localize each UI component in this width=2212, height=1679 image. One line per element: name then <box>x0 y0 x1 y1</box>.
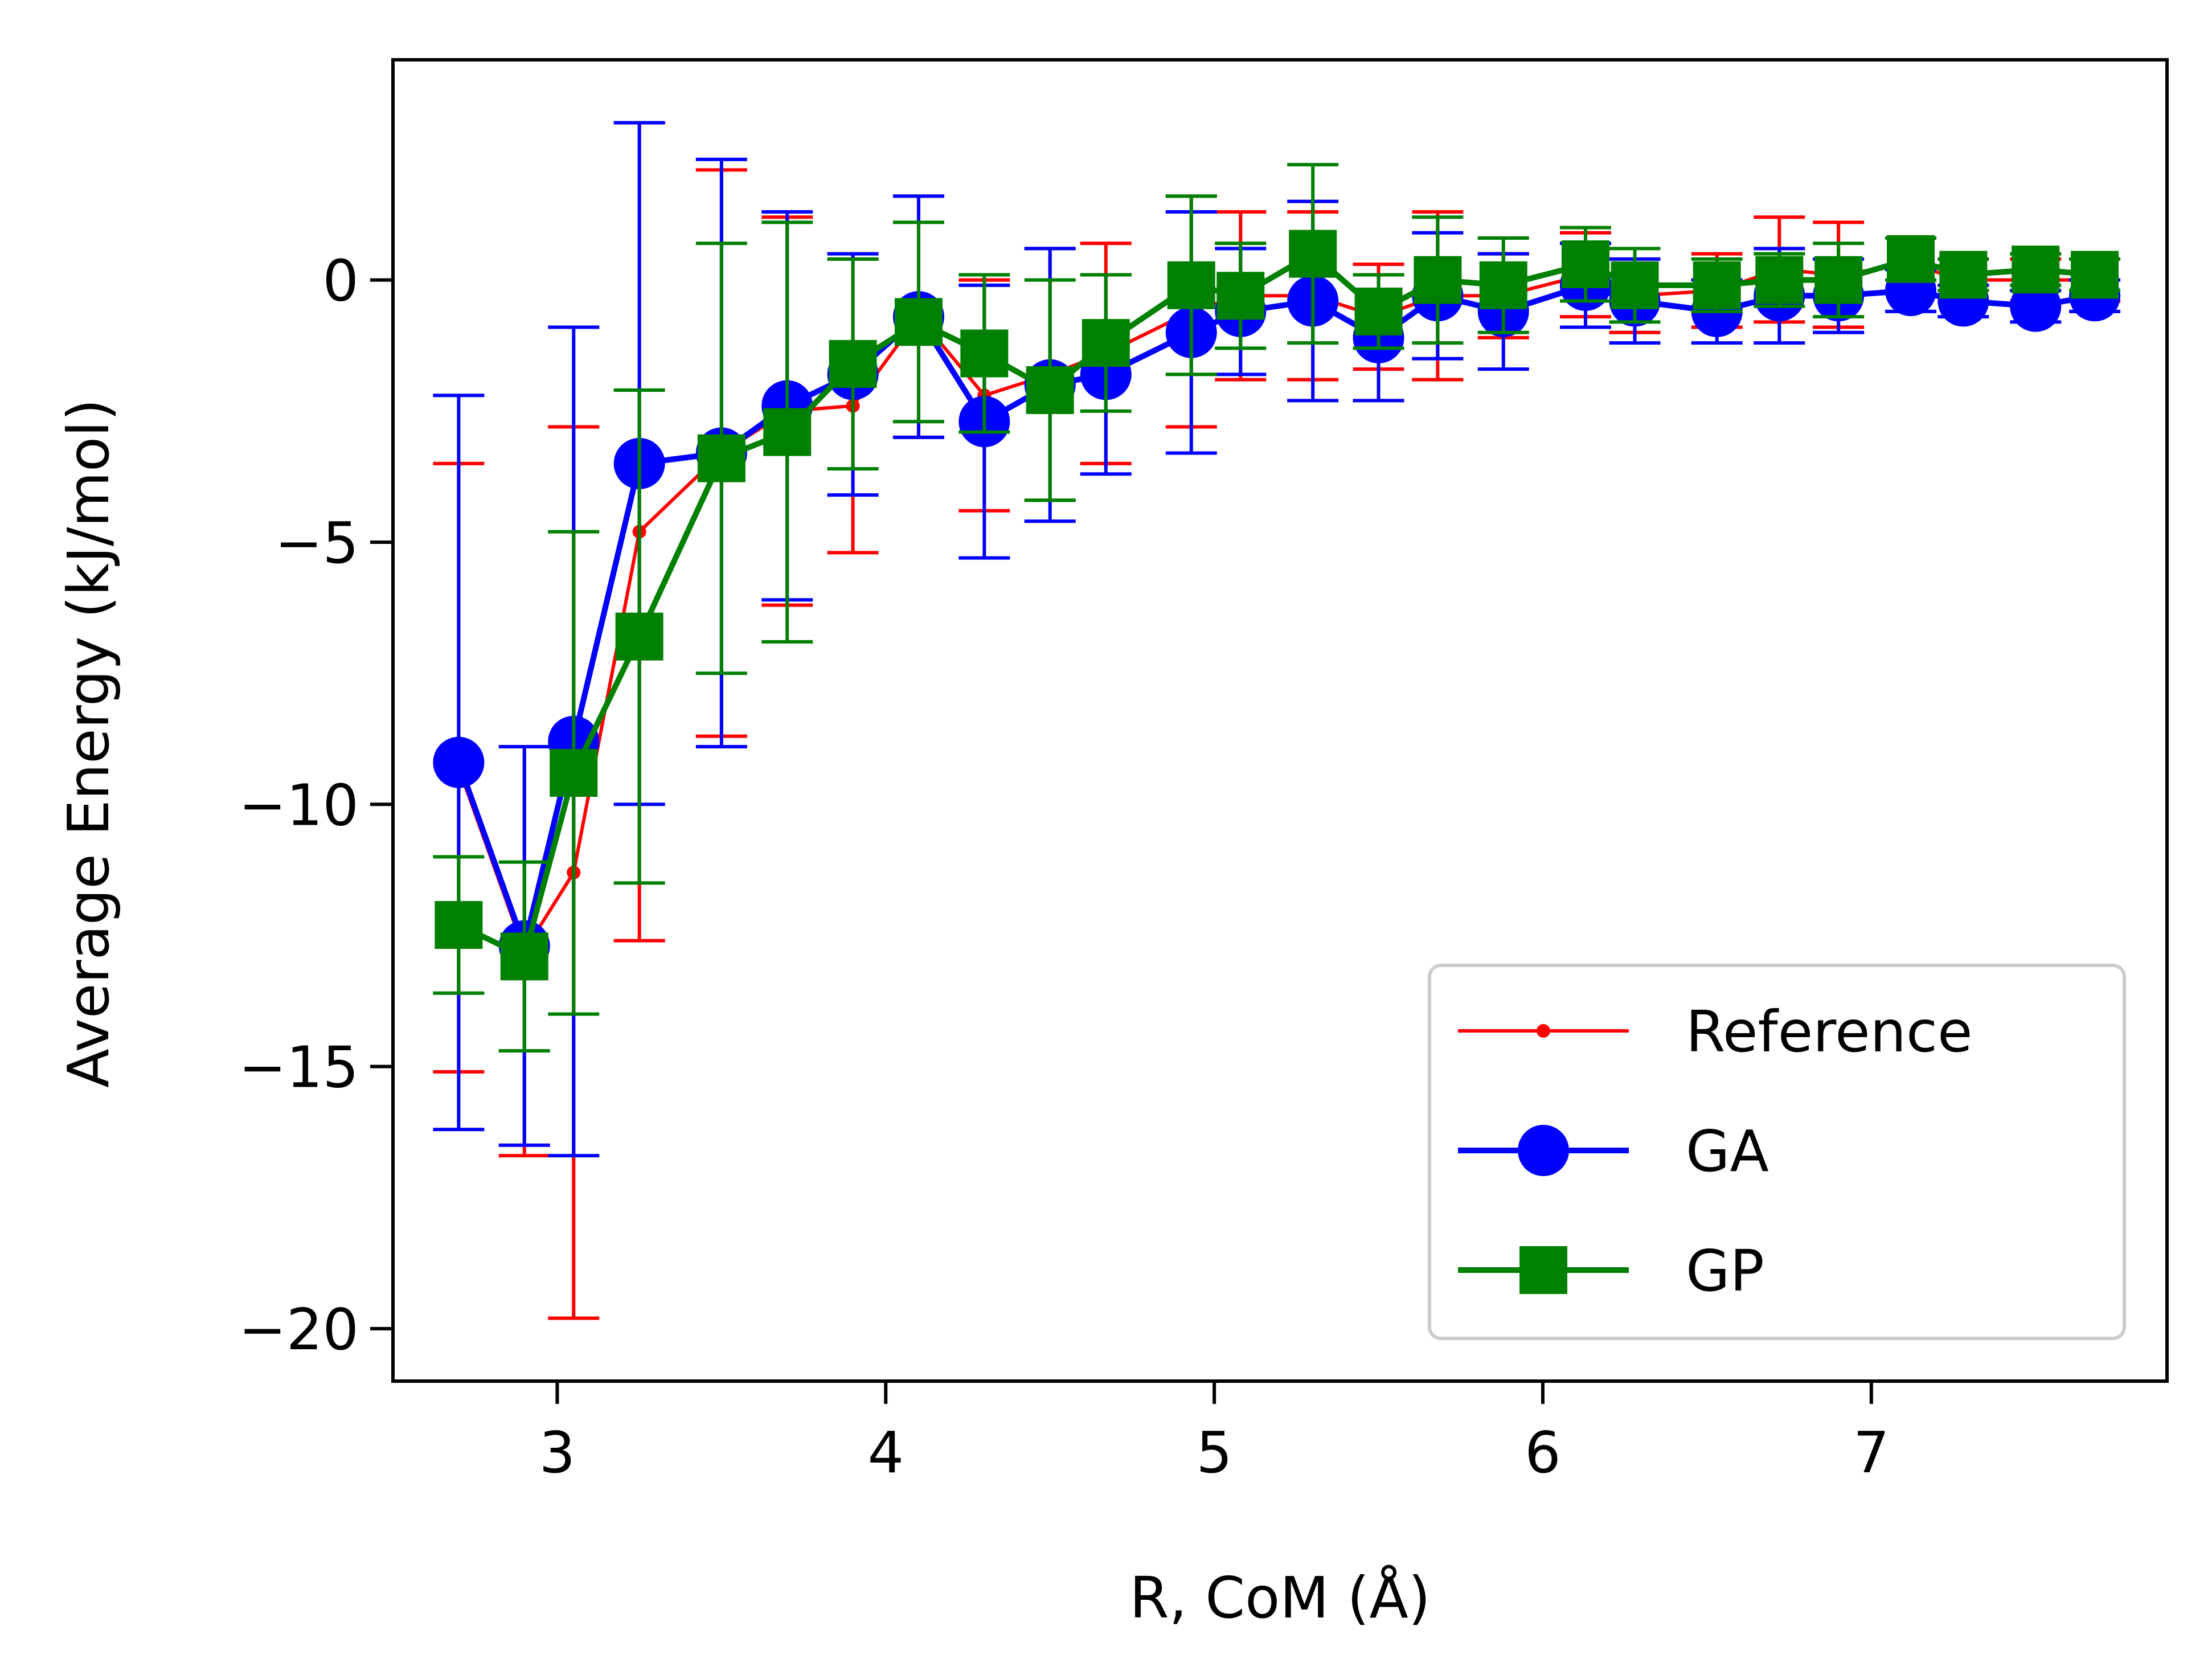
x-axis: 3 4 5 6 7 <box>539 1381 1890 1486</box>
data-point <box>1693 261 1741 309</box>
series-layer <box>433 121 2121 1320</box>
data-point <box>500 932 548 981</box>
legend-marker <box>1537 1024 1550 1038</box>
y-tick-label: −20 <box>239 1296 359 1363</box>
data-point <box>1611 261 1659 309</box>
data-point <box>1167 261 1215 309</box>
data-point <box>2071 251 2119 299</box>
data-point <box>1216 272 1265 320</box>
y-tick-label: −5 <box>275 510 359 576</box>
data-point <box>1026 366 1074 414</box>
data-point <box>1755 256 1804 304</box>
legend: Reference GA GP <box>1428 964 2126 1340</box>
data-point <box>763 408 812 456</box>
data-point <box>2012 245 2060 294</box>
series-gp <box>433 163 2121 1053</box>
data-point <box>829 339 877 388</box>
legend-item-reference: Reference <box>1458 998 1973 1065</box>
data-point <box>435 901 483 949</box>
x-tick-label: 3 <box>539 1419 576 1486</box>
legend-marker <box>1518 1125 1569 1176</box>
legend-box <box>1428 964 2126 1340</box>
x-tick-label: 7 <box>1853 1419 1890 1486</box>
x-axis-title: R, CoM (Å) <box>1129 1564 1431 1631</box>
legend-label: Reference <box>1686 998 1973 1065</box>
y-axis: −20 −15 −10 −5 0 <box>239 248 393 1363</box>
y-tick-label: 0 <box>322 248 359 314</box>
data-point <box>960 329 1009 378</box>
legend-label: GA <box>1686 1118 1769 1185</box>
y-axis-title: Average Energy (kJ/mol) <box>55 399 122 1088</box>
legend-item-gp: GP <box>1458 1238 1764 1304</box>
data-point <box>433 736 485 788</box>
data-point <box>550 749 598 797</box>
data-point <box>1814 256 1863 304</box>
y-tick-label: −10 <box>239 772 359 838</box>
legend-marker <box>1519 1246 1567 1294</box>
data-point <box>1939 251 1988 299</box>
data-point <box>894 298 943 346</box>
data-point <box>1354 287 1403 335</box>
data-point <box>1479 261 1527 309</box>
legend-label: GP <box>1686 1238 1764 1304</box>
plot-frame <box>391 58 2169 1383</box>
data-point <box>1082 319 1130 367</box>
x-tick-label: 6 <box>1525 1419 1561 1486</box>
x-tick-label: 5 <box>1196 1419 1232 1486</box>
data-point <box>1561 240 1609 289</box>
x-tick-label: 4 <box>867 1419 904 1486</box>
y-tick-label: −15 <box>239 1034 359 1101</box>
data-point <box>1414 256 1462 304</box>
data-point <box>1289 230 1337 278</box>
data-point <box>615 612 663 661</box>
data-point <box>1887 235 1935 283</box>
data-point <box>697 434 745 482</box>
legend-item-ga: GA <box>1458 1118 1769 1185</box>
